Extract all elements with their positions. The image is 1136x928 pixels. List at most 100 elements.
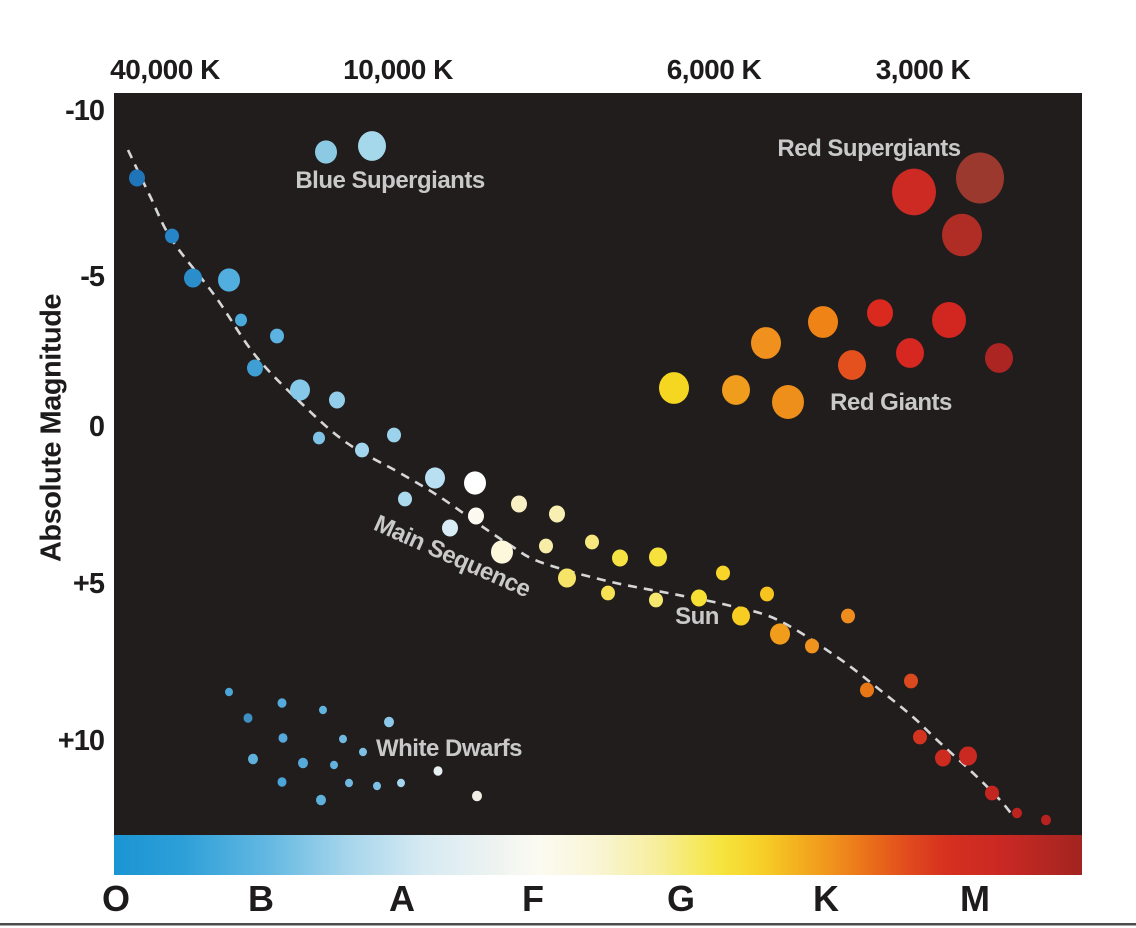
spectral-class-b: B (248, 878, 274, 919)
star-main-sequence (165, 228, 179, 244)
star-red-giants (659, 372, 689, 404)
spectral-colorbar (114, 835, 1082, 875)
star-white-dwarfs (330, 760, 338, 770)
star-main-sequence (649, 592, 663, 608)
temp-tick-40-000-k: 40,000 K (110, 54, 220, 85)
star-main-sequence (313, 431, 325, 445)
mag-tick--5: +5 (72, 567, 105, 600)
star-main-sequence (549, 505, 565, 523)
star-main-sequence (1012, 807, 1022, 819)
spectral-class-f: F (522, 878, 544, 919)
star-white-dwarfs (243, 713, 253, 723)
star-red-giants (808, 306, 838, 338)
star-white-dwarfs (277, 698, 287, 708)
star-main-sequence (716, 565, 730, 581)
star-white-dwarfs (433, 766, 443, 776)
star-white-dwarfs (277, 777, 287, 787)
sun-label: Sun (675, 603, 719, 630)
star-main-sequence (1041, 814, 1051, 826)
star-white-dwarfs (345, 778, 353, 788)
star-main-sequence (959, 746, 977, 766)
star-main-sequence (387, 427, 401, 443)
star-main-sequence (184, 268, 202, 288)
star-main-sequence (904, 673, 918, 689)
spectral-class-o: O (101, 878, 131, 919)
spectral-class-m: M (960, 878, 990, 919)
bottom-edge-line (0, 923, 1136, 926)
star-white-dwarfs (339, 734, 347, 744)
star-main-sequence (612, 549, 628, 567)
spectral-class-k: K (813, 878, 839, 919)
star-main-sequence (585, 534, 599, 550)
spectral-class-a: A (389, 878, 415, 919)
star-red-giants (896, 338, 924, 368)
star-white-dwarfs (316, 794, 326, 806)
star-red-giants (932, 301, 966, 339)
stars-layer (129, 131, 1051, 826)
star-white-dwarfs (248, 753, 258, 765)
star-main-sequence (270, 328, 284, 344)
star-red-supergiants (892, 168, 936, 216)
white-dwarfs-label: White Dwarfs (375, 735, 523, 762)
star-main-sequence (235, 313, 247, 327)
mag-tick--10: -10 (65, 94, 105, 127)
star-main-sequence (129, 169, 145, 187)
star-white-dwarfs (472, 790, 482, 802)
star-main-sequence (290, 379, 310, 401)
star-red-giants (838, 350, 866, 380)
star-white-dwarfs (373, 781, 381, 791)
star-main-sequence (491, 540, 513, 564)
temp-tick-10-000-k: 10,000 K (343, 54, 453, 85)
star-red-giants (722, 375, 750, 405)
star-red-supergiants (942, 213, 982, 257)
spectral-class-g: G (666, 878, 696, 919)
star-white-dwarfs (298, 757, 308, 769)
star-main-sequence (691, 589, 707, 607)
star-main-sequence (770, 623, 790, 645)
mag-tick--10: +10 (57, 724, 105, 757)
star-main-sequence (760, 586, 774, 602)
star-red-giants (751, 327, 781, 359)
star-main-sequence (558, 568, 576, 588)
blue-supergiants-label: Blue Supergiants (295, 167, 485, 194)
red-giants-label: Red Giants (830, 389, 952, 416)
star-main-sequence (468, 507, 484, 525)
star-red-giants (867, 299, 893, 327)
star-white-dwarfs (384, 716, 394, 728)
star-white-dwarfs (319, 705, 327, 715)
star-main-sequence (649, 547, 667, 567)
star-white-dwarfs (278, 733, 288, 743)
plot-area (114, 93, 1082, 835)
temp-tick-3-000-k: 3,000 K (875, 54, 971, 85)
star-red-giants (985, 343, 1013, 373)
star-main-sequence (732, 606, 750, 626)
star-blue-supergiants (315, 140, 337, 164)
temp-tick-6-000-k: 6,000 K (666, 54, 762, 85)
star-main-sequence (355, 442, 369, 458)
star-main-sequence (398, 491, 412, 507)
star-main-sequence (218, 268, 240, 292)
red-supergiants-label: Red Supergiants (777, 135, 961, 162)
mag-tick-0: 0 (88, 410, 105, 443)
star-main-sequence (913, 729, 927, 745)
star-white-dwarfs (397, 778, 405, 788)
star-main-sequence (539, 538, 553, 554)
main-sequence-dashed-line (126, 149, 1015, 817)
star-main-sequence (425, 467, 445, 489)
star-main-sequence (935, 749, 951, 767)
star-main-sequence (860, 682, 874, 698)
star-white-dwarfs (359, 747, 367, 757)
star-red-supergiants (956, 152, 1004, 204)
star-main-sequence (841, 608, 855, 624)
star-main-sequence (985, 785, 999, 801)
star-red-giants (772, 385, 804, 419)
star-main-sequence (247, 359, 263, 377)
star-main-sequence (329, 391, 345, 409)
star-main-sequence (805, 638, 819, 654)
star-main-sequence (511, 495, 527, 513)
star-main-sequence (601, 585, 615, 601)
mag-tick--5: -5 (80, 260, 105, 293)
star-main-sequence (442, 519, 458, 537)
